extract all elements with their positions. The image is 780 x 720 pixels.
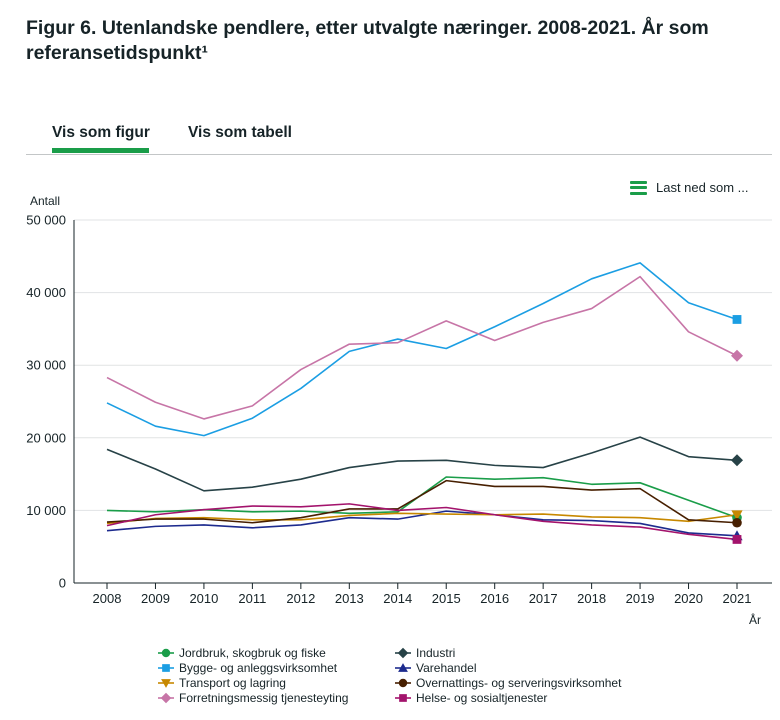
legend-marker	[162, 664, 170, 672]
x-tick-label: 2014	[383, 591, 412, 606]
y-axis-title: Antall	[30, 194, 60, 208]
x-tick-label: 2008	[93, 591, 122, 606]
x-tick-label: 2016	[480, 591, 509, 606]
legend-marker	[161, 648, 171, 658]
y-tick-label: 10 000	[26, 503, 66, 518]
legend-label: Bygge- og anleggsvirksomhet	[179, 661, 338, 675]
legend-label: Varehandel	[416, 661, 477, 675]
legend-label: Helse- og sosialtjenester	[416, 691, 547, 705]
x-tick-label: 2009	[141, 591, 170, 606]
menu-icon	[630, 180, 647, 195]
series-end-marker	[731, 510, 743, 521]
x-tick-label: 2015	[432, 591, 461, 606]
series-end-marker	[731, 349, 743, 362]
x-tick-label: 2010	[189, 591, 218, 606]
x-tick-label: 2017	[529, 591, 558, 606]
x-tick-label: 2019	[626, 591, 655, 606]
series-line	[106, 262, 738, 437]
x-tick-label: 2011	[238, 591, 266, 606]
download-label: Last ned som ...	[656, 180, 749, 195]
series-line	[106, 476, 738, 519]
series-line	[106, 436, 738, 492]
legend-label: Jordbruk, skogbruk og fiske	[179, 646, 326, 660]
legend-label: Forretningsmessig tjenesteyting	[179, 691, 348, 705]
y-tick-label: 40 000	[26, 285, 66, 300]
x-tick-label: 2020	[674, 591, 703, 606]
y-tick-label: 20 000	[26, 430, 66, 445]
y-tick-label: 0	[59, 576, 66, 591]
active-tab-indicator	[52, 148, 149, 153]
tab-table[interactable]: Vis som tabell	[188, 124, 292, 141]
legend-marker	[161, 679, 171, 688]
series-line	[106, 510, 738, 537]
legend-marker	[398, 663, 408, 672]
legend-label: Transport og lagring	[179, 676, 286, 690]
series-end-marker	[732, 535, 742, 544]
x-tick-label: 2013	[335, 591, 364, 606]
y-tick-label: 50 000	[26, 213, 66, 228]
x-axis-title: År	[749, 612, 761, 627]
legend-marker	[397, 647, 409, 659]
series-end-marker	[732, 517, 742, 528]
legend-marker	[398, 678, 408, 688]
legend-marker	[160, 692, 172, 704]
x-tick-label: 2012	[286, 591, 315, 606]
series-end-marker	[732, 315, 742, 324]
tab-figure[interactable]: Vis som figur	[52, 124, 150, 141]
series-line	[106, 512, 738, 525]
legend-label: Overnattings- og serveringsvirksomhet	[416, 676, 622, 690]
series-end-marker	[731, 454, 743, 467]
series-line	[106, 503, 738, 541]
figure-title: Figur 6. Utenlandske pendlere, etter utv…	[26, 17, 709, 64]
x-tick-label: 2018	[577, 591, 606, 606]
legend-marker	[399, 694, 407, 702]
series-line	[106, 275, 738, 420]
view-tabs: Vis som figur Vis som tabell	[26, 118, 772, 155]
x-tick-label: 2021	[723, 591, 752, 606]
legend-label: Industri	[416, 646, 455, 660]
download-button[interactable]: Last ned som ...	[630, 180, 749, 195]
y-tick-label: 30 000	[26, 358, 66, 373]
series-line	[106, 479, 738, 524]
